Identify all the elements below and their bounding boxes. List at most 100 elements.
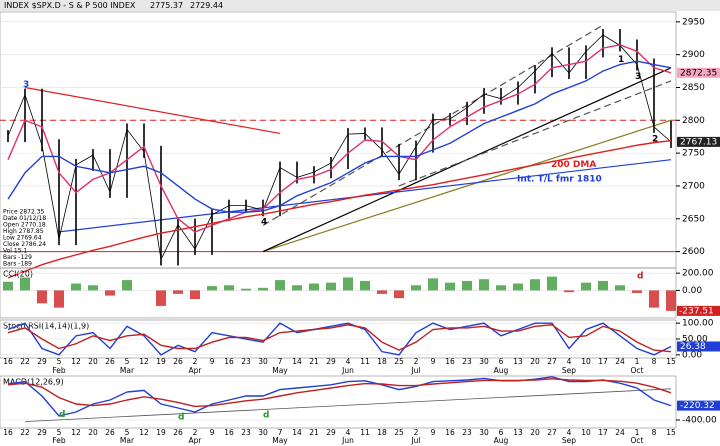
- x-tick-label: 27: [547, 428, 557, 437]
- info-text: Vol 15.1: [3, 248, 27, 255]
- x-tick-label: 16: [445, 357, 455, 366]
- cci-bar: [309, 283, 319, 291]
- panel-title: CCI(20): [3, 270, 33, 279]
- y-tick-label: 0.00: [682, 286, 702, 296]
- cci-bar: [632, 290, 642, 293]
- moving-average: [7, 139, 672, 279]
- x-tick-label: 10: [581, 357, 591, 366]
- x-tick-label: 25: [394, 357, 404, 366]
- x-tick-label: 16: [224, 357, 234, 366]
- panel-title: MACD(12,26,9): [3, 378, 64, 387]
- cci-bar: [615, 285, 625, 291]
- header-bar: [0, 0, 720, 11]
- macd-line: [7, 378, 672, 408]
- cci-bar: [20, 277, 30, 291]
- trend-line: [24, 388, 672, 422]
- cci-bar: [71, 283, 81, 291]
- cci-bar: [428, 278, 438, 291]
- month-label: Mar: [120, 366, 135, 375]
- month-label: Apr: [189, 436, 203, 445]
- x-tick-label: 5: [57, 357, 62, 366]
- cci-bar: [241, 288, 251, 291]
- x-tick-label: 4: [567, 428, 572, 437]
- price-line: [7, 34, 672, 261]
- x-tick-label: 4: [567, 357, 572, 366]
- x-tick-label: 23: [462, 357, 472, 366]
- cci-bar: [564, 290, 574, 293]
- cci-bar: [122, 280, 132, 291]
- x-tick-label: 22: [20, 357, 30, 366]
- header-value: 2729.44: [190, 1, 223, 10]
- cci-bar: [292, 285, 302, 291]
- x-tick-label: 17: [598, 357, 608, 366]
- x-tick-label: 21: [309, 357, 319, 366]
- x-tick-label: 18: [377, 357, 387, 366]
- panel-title: Stoch RSI(14,14)(1,9): [3, 322, 89, 331]
- x-tick-label: 24: [615, 428, 625, 437]
- trend-line: [398, 80, 672, 187]
- x-tick-label: 15: [666, 428, 676, 437]
- x-tick-label: 14: [292, 357, 302, 366]
- cci-bar: [394, 290, 404, 299]
- x-tick-label: 26: [105, 428, 115, 437]
- x-tick-label: 13: [513, 428, 523, 437]
- cci-bar: [190, 290, 200, 300]
- info-text: Open 2770.18: [3, 222, 46, 229]
- month-label: Aug: [494, 366, 509, 375]
- cci-bar: [360, 280, 370, 291]
- x-tick-label: 27: [547, 357, 557, 366]
- x-tick-label: 30: [479, 428, 489, 437]
- value-label: -220.32: [680, 401, 715, 411]
- x-tick-label: 8: [652, 428, 657, 437]
- cci-bar: [649, 290, 659, 308]
- y-tick-label: 0.00: [682, 350, 702, 360]
- cci-bar: [581, 282, 591, 291]
- x-tick-label: 21: [309, 428, 319, 437]
- cci-bar: [207, 286, 217, 291]
- month-label: Sep: [562, 366, 576, 375]
- x-tick-label: 20: [530, 357, 540, 366]
- cci-bar: [258, 287, 268, 291]
- info-text: Bars -129: [3, 254, 32, 261]
- x-tick-label: 4: [346, 357, 351, 366]
- x-tick-label: 12: [71, 428, 81, 437]
- x-tick-label: 9: [210, 357, 215, 366]
- x-tick-label: 14: [292, 428, 302, 437]
- x-tick-label: 12: [139, 357, 149, 366]
- header-value: 2775.37: [150, 1, 183, 10]
- x-tick-label: 12: [139, 428, 149, 437]
- value-label: 2872.35: [680, 68, 717, 78]
- chart-title: INDEX $SPX.D - S & P 500 INDEX: [4, 1, 136, 10]
- x-tick-label: 5: [125, 428, 130, 437]
- stoch-line: [7, 322, 672, 356]
- month-label: Jun: [341, 366, 354, 375]
- cci-bar: [530, 279, 540, 291]
- x-tick-label: 13: [513, 357, 523, 366]
- value-label-box: [677, 305, 720, 316]
- month-label: Mar: [120, 436, 135, 445]
- x-tick-label: 7: [278, 357, 283, 366]
- x-tick-label: 2: [414, 428, 419, 437]
- x-tick-label: 1: [635, 357, 640, 366]
- x-tick-label: 1: [635, 428, 640, 437]
- x-tick-label: 6: [499, 428, 504, 437]
- x-tick-label: 16: [3, 357, 13, 366]
- x-tick-label: 16: [445, 428, 455, 437]
- trend-line: [262, 119, 672, 253]
- month-label: Aug: [494, 436, 509, 445]
- x-tick-label: 9: [210, 428, 215, 437]
- x-tick-label: 9: [431, 428, 436, 437]
- y-tick-label: 200.00: [682, 269, 714, 279]
- info-text: High 2787.85: [3, 228, 44, 235]
- info-text: Low 2769.64: [3, 235, 42, 242]
- month-label: Oct: [631, 366, 644, 375]
- x-tick-label: 11: [360, 428, 370, 437]
- cci-bar: [275, 280, 285, 291]
- value-label: 2767.13: [680, 137, 717, 147]
- cci-bar: [411, 285, 421, 291]
- cci-bar: [445, 282, 455, 291]
- cci-bar: [326, 282, 336, 291]
- x-tick-label: 26: [173, 357, 183, 366]
- x-tick-label: 19: [156, 428, 166, 437]
- y-tick-label: 100.00: [682, 319, 714, 329]
